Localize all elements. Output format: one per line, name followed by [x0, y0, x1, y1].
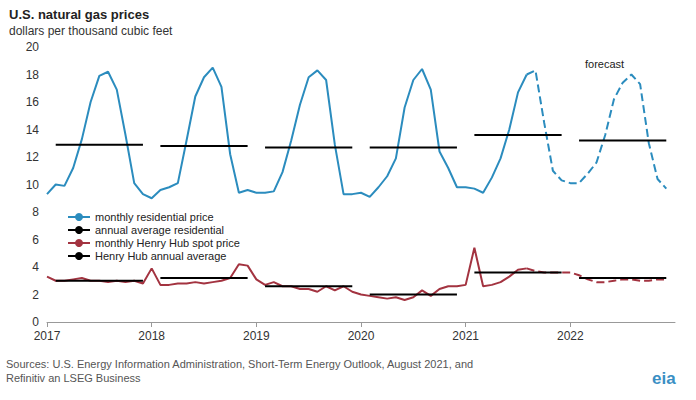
svg-text:18: 18 — [26, 68, 40, 82]
svg-text:0: 0 — [32, 315, 39, 329]
svg-text:2017: 2017 — [34, 329, 61, 343]
svg-text:8: 8 — [32, 205, 39, 219]
svg-text:eia: eia — [652, 369, 676, 388]
svg-text:2019: 2019 — [243, 329, 270, 343]
svg-text:20: 20 — [26, 40, 40, 54]
svg-text:U.S. natural gas prices: U.S. natural gas prices — [9, 7, 149, 22]
svg-text:12: 12 — [26, 150, 40, 164]
svg-text:4: 4 — [32, 260, 39, 274]
svg-text:6: 6 — [32, 233, 39, 247]
svg-text:dollars per thousand cubic fee: dollars per thousand cubic feet — [9, 24, 173, 38]
svg-text:Refinitiv an LSEG Business: Refinitiv an LSEG Business — [6, 372, 141, 384]
svg-text:Henry Hub annual average: Henry Hub annual average — [95, 250, 226, 262]
svg-text:2: 2 — [32, 288, 39, 302]
svg-text:monthly residential price: monthly residential price — [95, 211, 214, 223]
svg-text:16: 16 — [26, 95, 40, 109]
svg-text:forecast: forecast — [585, 58, 624, 70]
svg-text:14: 14 — [26, 123, 40, 137]
svg-text:Sources: U.S. Energy Informati: Sources: U.S. Energy Information Adminis… — [6, 358, 473, 370]
svg-text:monthly Henry Hub spot price: monthly Henry Hub spot price — [95, 237, 240, 249]
svg-text:2021: 2021 — [452, 329, 479, 343]
svg-text:annual average residential: annual average residential — [95, 224, 224, 236]
svg-text:2018: 2018 — [138, 329, 165, 343]
svg-text:10: 10 — [26, 178, 40, 192]
svg-text:2020: 2020 — [348, 329, 375, 343]
svg-text:2022: 2022 — [557, 329, 584, 343]
